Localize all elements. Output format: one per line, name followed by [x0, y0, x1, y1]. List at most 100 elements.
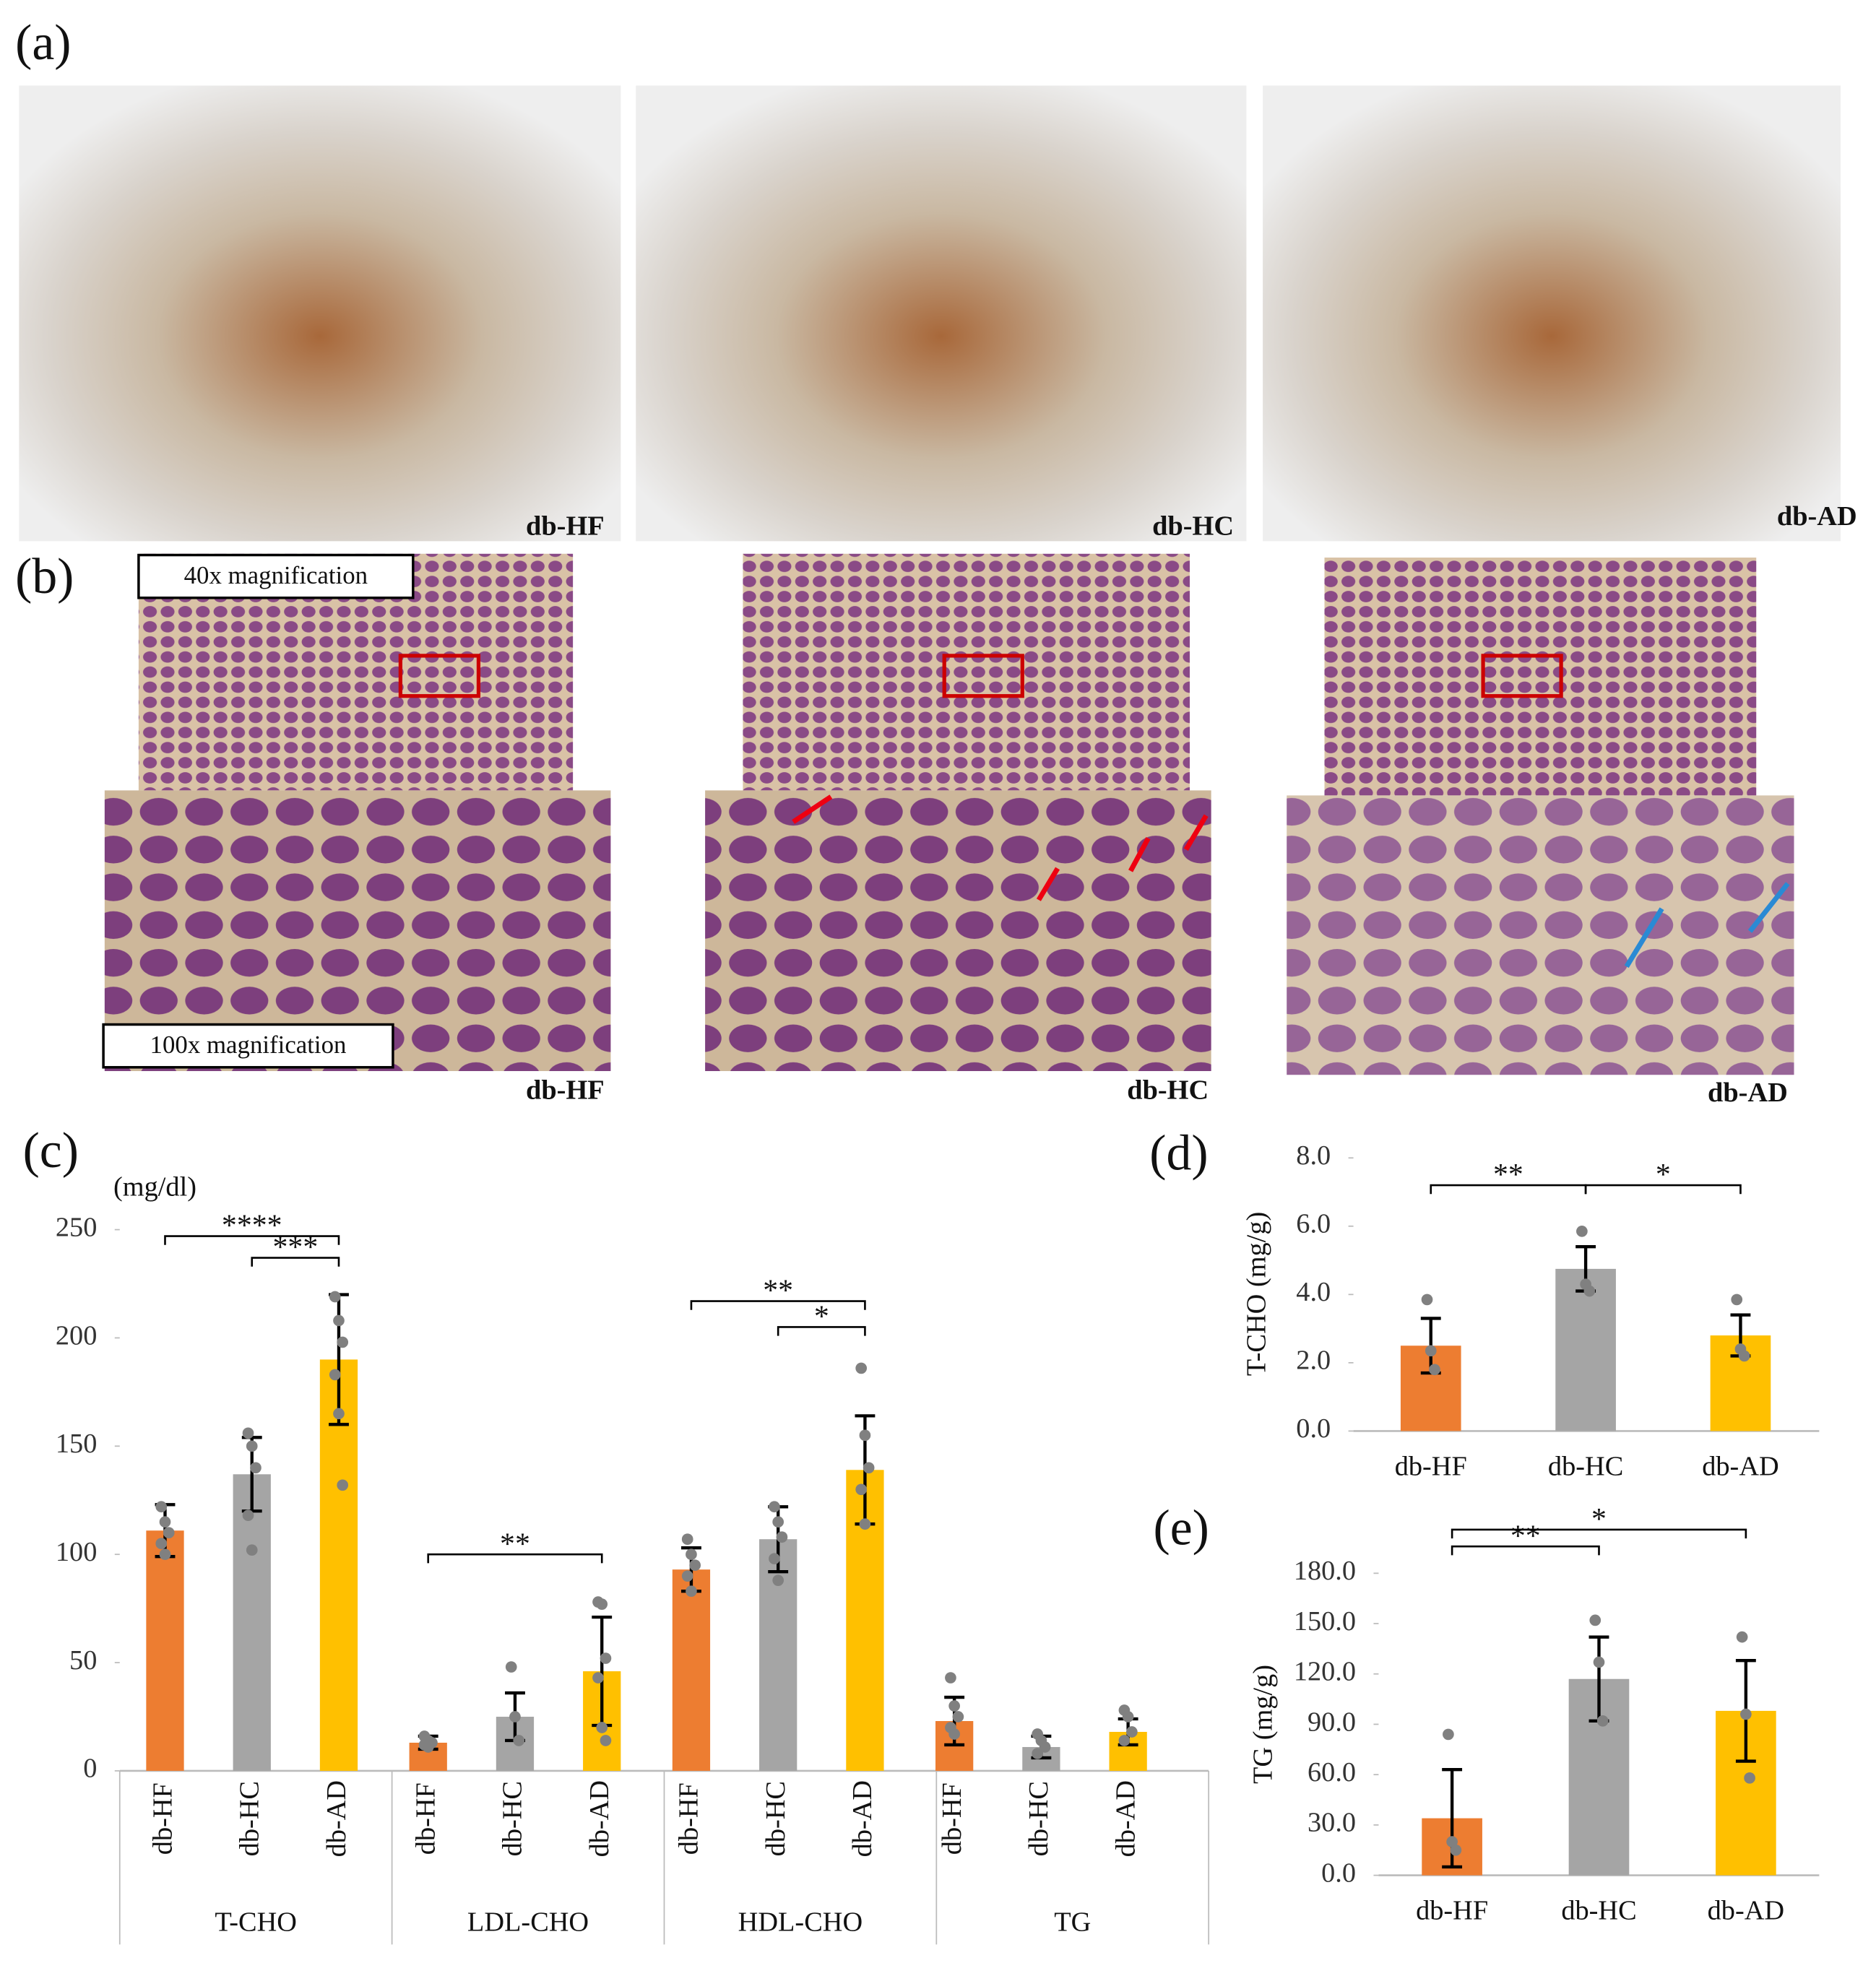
data-point [1122, 1711, 1134, 1722]
y-tick-label: 150.0 [1294, 1606, 1356, 1637]
significance-bracket [690, 1300, 866, 1310]
data-point [1039, 1741, 1051, 1753]
y-tick-label: 8.0 [1296, 1140, 1331, 1171]
x-tick-label: db-HF [147, 1782, 178, 1855]
zoom-box [942, 654, 1024, 698]
bar [319, 1359, 358, 1771]
data-point [681, 1570, 693, 1582]
micrograph [1287, 795, 1794, 1075]
x-tick-label: db-HF [411, 1782, 441, 1855]
data-point [600, 1652, 612, 1664]
label-box [137, 553, 415, 599]
y-axis-label: TG (mg/g) [1248, 1665, 1278, 1784]
data-point [1425, 1345, 1437, 1357]
data-point [1596, 1715, 1609, 1727]
data-point [686, 1548, 697, 1561]
data-point [513, 1735, 525, 1746]
data-point [948, 1728, 960, 1740]
data-point [855, 1362, 868, 1374]
data-point [1429, 1364, 1440, 1376]
data-point [859, 1429, 871, 1442]
bar [233, 1474, 271, 1771]
data-point [1118, 1735, 1131, 1746]
x-tick-label: db-AD [1110, 1780, 1141, 1857]
inset-label: 100x magnification [150, 1031, 347, 1059]
data-point [246, 1544, 258, 1556]
significance-label: **** [222, 1210, 282, 1243]
data-point [592, 1672, 604, 1684]
y-tick-label: 250 [56, 1212, 97, 1242]
data-point [337, 1336, 349, 1348]
data-point [159, 1548, 171, 1561]
x-tick-label: db-HF [674, 1782, 704, 1855]
arrows [1624, 882, 1790, 968]
data-point [863, 1462, 875, 1474]
y-tick-label: 4.0 [1296, 1277, 1331, 1307]
data-point [337, 1479, 349, 1491]
significance-bracket [1584, 1184, 1742, 1195]
data-point [689, 1559, 701, 1572]
data-point [681, 1533, 693, 1546]
y-unit: (mg/dl) [113, 1172, 196, 1202]
data-point [155, 1501, 168, 1513]
data-point [952, 1711, 964, 1722]
significance-label: *** [273, 1231, 319, 1265]
caption: db-AD [1708, 1078, 1788, 1108]
data-point [596, 1722, 608, 1733]
data-point [1450, 1844, 1462, 1856]
panel-b: (b) 40x magnification 100x magnification… [15, 549, 1794, 1108]
arrows [792, 794, 1209, 901]
y-tick-label: 0 [83, 1754, 97, 1784]
data-point [329, 1369, 341, 1381]
x-tick-label: db-HF [1395, 1451, 1467, 1481]
data-point [1589, 1614, 1601, 1626]
data-point [772, 1574, 784, 1587]
data-point [159, 1516, 171, 1528]
data-point [1576, 1226, 1588, 1237]
data-point [1731, 1294, 1743, 1306]
bar [759, 1539, 797, 1771]
data-point [1738, 1350, 1750, 1362]
bar [146, 1530, 184, 1771]
caption: db-HC [1127, 1075, 1209, 1105]
x-tick-label: db-AD [847, 1780, 878, 1857]
x-tick-label: db-AD [321, 1780, 352, 1857]
data-point [333, 1408, 345, 1420]
panel-label: (d) [1149, 1125, 1208, 1181]
y-tick-label: 180.0 [1294, 1556, 1356, 1586]
micrograph [743, 553, 1190, 791]
significance-bracket [1451, 1528, 1747, 1539]
y-axis-label: T-CHO (mg/g) [1242, 1212, 1272, 1376]
significance-label: * [814, 1301, 829, 1334]
inset-label: 40x magnification [184, 561, 368, 589]
data-point [772, 1516, 784, 1528]
photo [636, 85, 1247, 542]
group-label: TG [1054, 1907, 1091, 1937]
data-point [1593, 1656, 1605, 1668]
significance-label: ** [1510, 1520, 1541, 1553]
x-tick-label: db-HC [235, 1781, 265, 1856]
zoom-box [1481, 654, 1563, 698]
panel-a: (a) db-HF db-HC db-AD [15, 15, 1857, 541]
significance-label: ** [500, 1528, 530, 1561]
y-tick-label: 6.0 [1296, 1209, 1331, 1239]
data-point [333, 1314, 345, 1327]
caption: db-HF [526, 511, 605, 542]
data-point [509, 1711, 521, 1722]
data-point [769, 1501, 780, 1513]
label-box [102, 1023, 394, 1069]
data-point [686, 1585, 697, 1598]
significance-bracket [1451, 1545, 1600, 1556]
significance-label: ** [1493, 1158, 1523, 1192]
data-point [246, 1440, 258, 1452]
data-point [1443, 1728, 1454, 1741]
data-point [250, 1462, 261, 1474]
caption: db-HC [1152, 511, 1234, 542]
group-label: T-CHO [215, 1907, 297, 1937]
caption: db-HF [526, 1075, 605, 1105]
x-tick-label: db-HC [498, 1781, 528, 1856]
x-tick-label: db-AD [1702, 1451, 1778, 1481]
micrograph [705, 790, 1211, 1072]
y-tick-label: 60.0 [1307, 1757, 1356, 1788]
